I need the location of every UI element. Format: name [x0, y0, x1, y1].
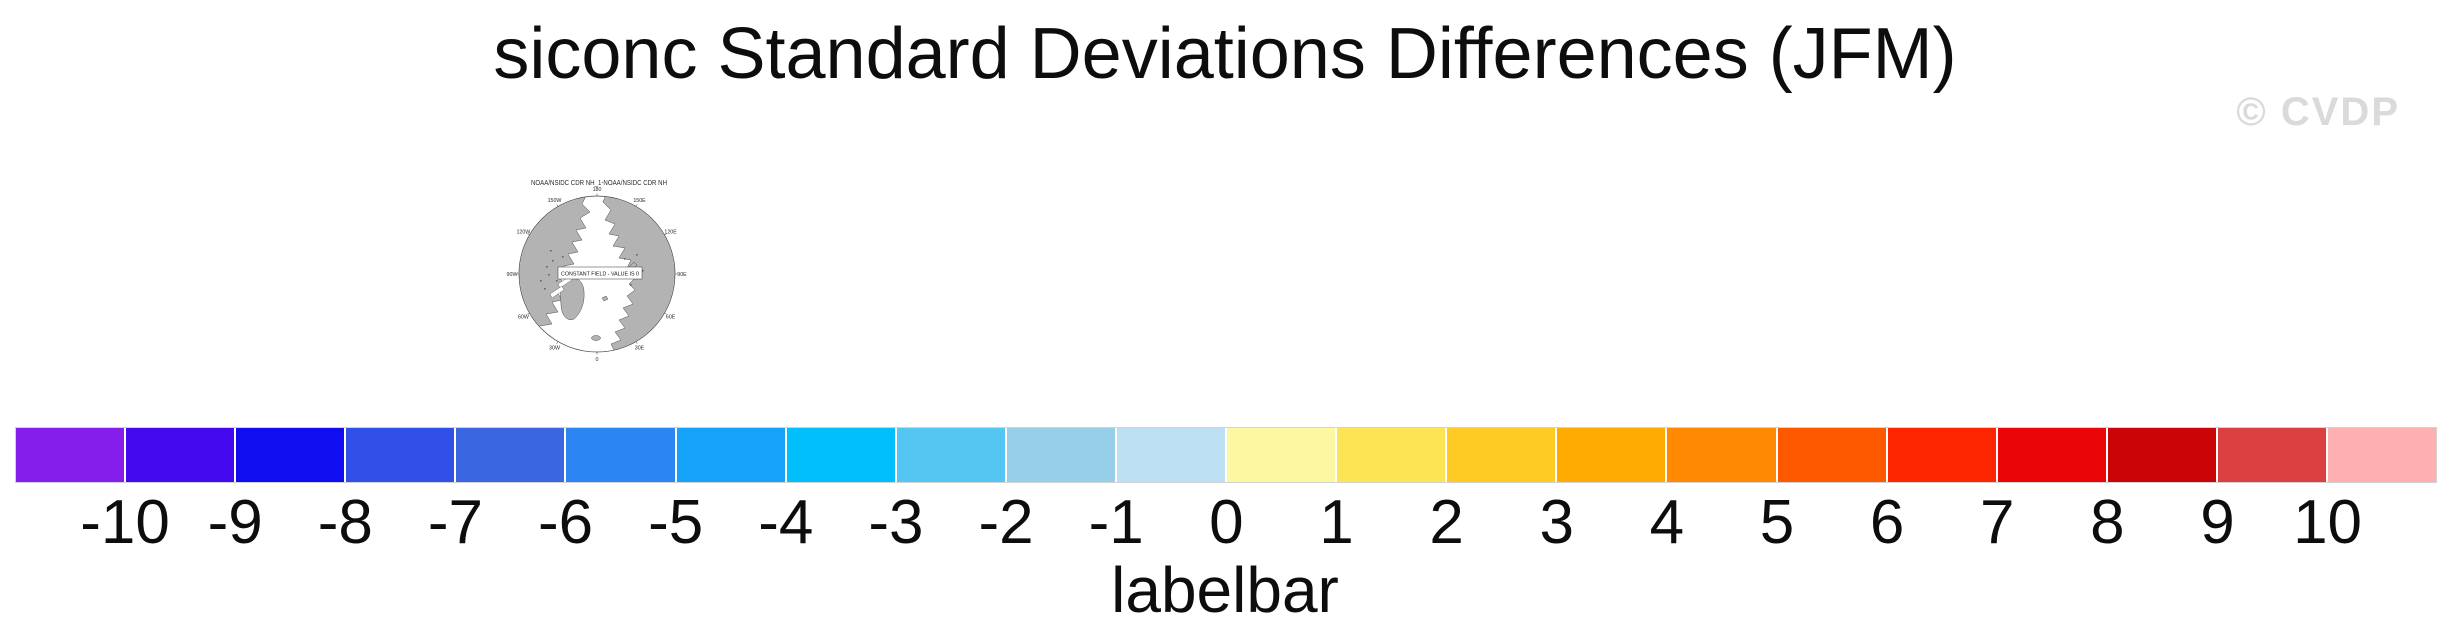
- rim-tick: [556, 204, 559, 207]
- landmass-greenland: [560, 277, 585, 320]
- colorbar-tick-label: 2: [1429, 488, 1464, 557]
- lon-label: 60E: [666, 314, 676, 320]
- colorbar-tick-label: -9: [207, 488, 263, 557]
- colorbar-box: [2327, 428, 2437, 482]
- colorbar-tick-label: -5: [648, 488, 704, 557]
- rim-tick: [556, 341, 559, 344]
- lon-label: 0: [596, 357, 599, 363]
- colorbar-box: [1887, 428, 1996, 482]
- colorbar-box: [2107, 428, 2216, 482]
- rim-tick: [664, 233, 667, 236]
- constant-field-note: CONSTANT FIELD - VALUE IS 0: [561, 272, 639, 278]
- rim-ticks: [516, 193, 678, 355]
- lon-labels: 180 150E 120E 90E 60E 30E 0 30W 60W 90W 120W 150W: [507, 187, 688, 363]
- landmass-svalbard: [601, 295, 609, 302]
- colorbar-tick-label: 10: [2293, 488, 2363, 557]
- colorbar-box: [236, 428, 345, 482]
- colorbar-tick-label: 7: [1979, 488, 2015, 557]
- lon-label: 150W: [548, 198, 562, 204]
- colorbar-box: [786, 428, 895, 482]
- lon-label: 120E: [664, 229, 677, 235]
- colorbar-tick-label: -1: [1088, 488, 1144, 557]
- colorbar-tick-label: -3: [868, 488, 924, 557]
- colorbar-tick-label: 1: [1319, 488, 1354, 557]
- colorbar-box: [126, 428, 235, 482]
- lon-label: 90E: [677, 272, 687, 278]
- colorbar-tick-label: -7: [427, 488, 483, 557]
- arctic-channel: [549, 285, 565, 299]
- rim-tick: [635, 204, 638, 207]
- lon-label: 30E: [635, 345, 645, 351]
- colorbar-box: [1447, 428, 1556, 482]
- rim-tick: [635, 341, 638, 344]
- colorbar-box: [1997, 428, 2106, 482]
- lon-label: 90W: [507, 272, 518, 278]
- colorbar-tick-label: 3: [1539, 488, 1574, 557]
- colorbar-box: [456, 428, 565, 482]
- colorbar-tick-labels: -10 -9 -8 -7 -6 -5 -4 -3 -2 -1 0 1 2 3 4 5 6 7 8 9 10: [70, 492, 2383, 554]
- rim-tick: [527, 312, 530, 315]
- landmass-iceland: [591, 335, 601, 341]
- colorbar-tick-label: -8: [317, 488, 373, 557]
- colorbar: [15, 427, 2437, 483]
- colorbar-box: [1777, 428, 1886, 482]
- colorbar-box: [1227, 428, 1336, 482]
- colorbar-tick-label: -6: [537, 488, 594, 557]
- lon-label: 120W: [516, 229, 530, 235]
- colorbar-tick-label: 5: [1759, 488, 1795, 557]
- constant-field-box: [557, 266, 643, 280]
- colorbar-box: [2217, 428, 2326, 482]
- rim-tick: [664, 312, 667, 315]
- colorbar-tick-label: 9: [2200, 488, 2235, 557]
- polar-map: NOAA/NSIDC CDR NH_1-NOAA/NSIDC CDR NH: [507, 180, 688, 363]
- colorbar-tick-label: 8: [2090, 488, 2125, 557]
- page-title: siconc Standard Deviations Differences (…: [493, 14, 1957, 94]
- colorbar-box: [1557, 428, 1666, 482]
- lon-label: 60W: [518, 314, 529, 320]
- colorbar-box: [1667, 428, 1776, 482]
- lon-label: 30W: [549, 345, 560, 351]
- colorbar-tick-label: 0: [1209, 488, 1244, 557]
- colorbar-tick-label: -10: [80, 488, 170, 557]
- cvdp-watermark: © CVDP: [2236, 90, 2400, 134]
- lon-label: 150E: [633, 198, 646, 204]
- colorbar-box: [676, 428, 785, 482]
- colorbar-tick-label: 4: [1649, 488, 1685, 557]
- rim-tick: [527, 233, 530, 236]
- colorbar-caption: labelbar: [1111, 554, 1339, 626]
- colorbar-tick-label: -2: [978, 488, 1034, 557]
- colorbar-tick-label: -4: [758, 488, 814, 557]
- map-panel-title: NOAA/NSIDC CDR NH_1-NOAA/NSIDC CDR NH: [531, 180, 667, 187]
- colorbar-box: [346, 428, 455, 482]
- colorbar-box: [1116, 428, 1226, 482]
- lon-label: 180: [593, 187, 602, 193]
- polar-map-panel: NOAA/NSIDC CDR NH_1-NOAA/NSIDC CDR NH: [500, 172, 696, 376]
- colorbar-box: [1006, 428, 1115, 482]
- landmass-eurasia: [602, 196, 675, 352]
- colorbar-box: [1337, 428, 1446, 482]
- colorbar-box: [896, 428, 1005, 482]
- colorbar-box: [566, 428, 675, 482]
- colorbar-box: [16, 428, 125, 482]
- colorbar-tick-label: 6: [1869, 488, 1905, 557]
